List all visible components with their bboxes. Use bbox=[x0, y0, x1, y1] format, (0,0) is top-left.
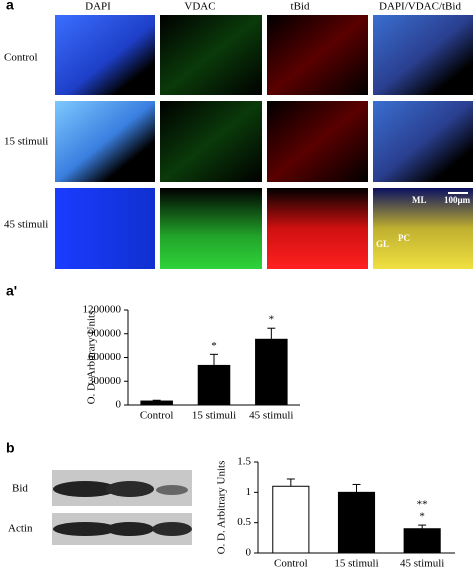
column-header: tBid bbox=[291, 1, 310, 13]
micrograph bbox=[160, 188, 262, 269]
blot-label: Bid bbox=[12, 483, 28, 495]
y-tick-label: 300000 bbox=[88, 375, 122, 387]
band bbox=[156, 485, 188, 495]
y-tick-label: 1.5 bbox=[237, 456, 251, 468]
band bbox=[106, 481, 154, 497]
x-tick-label: 45 stimuli bbox=[400, 558, 444, 570]
micrograph bbox=[55, 188, 155, 269]
panel-label: a' bbox=[6, 283, 17, 299]
x-tick-label: Control bbox=[274, 558, 308, 570]
row-label: 15 stimuli bbox=[4, 136, 48, 148]
overlay-label: ML bbox=[412, 195, 427, 205]
bar bbox=[140, 400, 173, 406]
column-header: VDAC bbox=[184, 1, 215, 13]
x-tick-label: 15 stimuli bbox=[334, 558, 378, 570]
y-tick-label: 0.5 bbox=[237, 516, 251, 528]
y-axis-label: O. D. Arbitrary Units bbox=[86, 311, 98, 405]
y-tick-label: 0 bbox=[246, 547, 252, 559]
x-tick-label: 15 stimuli bbox=[192, 410, 236, 422]
micrograph bbox=[373, 15, 473, 95]
micrograph bbox=[160, 101, 262, 182]
y-axis-label: O. D. Arbitrary Units bbox=[216, 461, 228, 555]
micrograph bbox=[373, 188, 473, 269]
micrograph bbox=[55, 15, 155, 95]
band bbox=[152, 522, 192, 536]
row-label: 45 stimuli bbox=[4, 219, 48, 231]
y-tick-label: 1200000 bbox=[83, 304, 122, 316]
panel-label: a bbox=[6, 0, 14, 13]
y-tick-label: 0 bbox=[116, 399, 122, 411]
micrograph bbox=[267, 101, 368, 182]
overlay-label: 100µm bbox=[444, 195, 471, 205]
micrograph bbox=[267, 188, 368, 269]
bar bbox=[255, 338, 288, 406]
x-tick-label: Control bbox=[140, 410, 174, 422]
significance-mark: * bbox=[419, 511, 425, 523]
bar bbox=[197, 364, 231, 406]
bar bbox=[403, 528, 441, 554]
band bbox=[53, 481, 117, 497]
y-tick-label: 900000 bbox=[88, 327, 122, 339]
micrograph bbox=[373, 101, 473, 182]
western-blot bbox=[52, 470, 192, 545]
x-tick-label: 45 stimuli bbox=[249, 410, 293, 422]
column-header: DAPI bbox=[85, 1, 111, 13]
micrographs bbox=[55, 15, 473, 269]
y-tick-label: 1 bbox=[246, 486, 252, 498]
micrograph bbox=[267, 15, 368, 95]
micrograph bbox=[55, 101, 155, 182]
blot-label: Actin bbox=[8, 523, 33, 535]
column-header: DAPI/VDAC/tBid bbox=[379, 1, 461, 13]
significance-mark: * bbox=[211, 340, 217, 352]
bar bbox=[272, 485, 310, 554]
y-tick-label: 600000 bbox=[88, 351, 122, 363]
significance-mark: ** bbox=[417, 499, 428, 511]
micrograph bbox=[160, 15, 262, 95]
overlay-label: GL bbox=[376, 239, 389, 249]
row-label: Control bbox=[4, 52, 38, 64]
significance-mark: * bbox=[269, 314, 275, 326]
bar bbox=[337, 491, 376, 554]
panel-label: b bbox=[6, 440, 15, 456]
overlay-label: PC bbox=[398, 233, 410, 243]
band bbox=[106, 522, 154, 536]
band bbox=[53, 522, 117, 536]
